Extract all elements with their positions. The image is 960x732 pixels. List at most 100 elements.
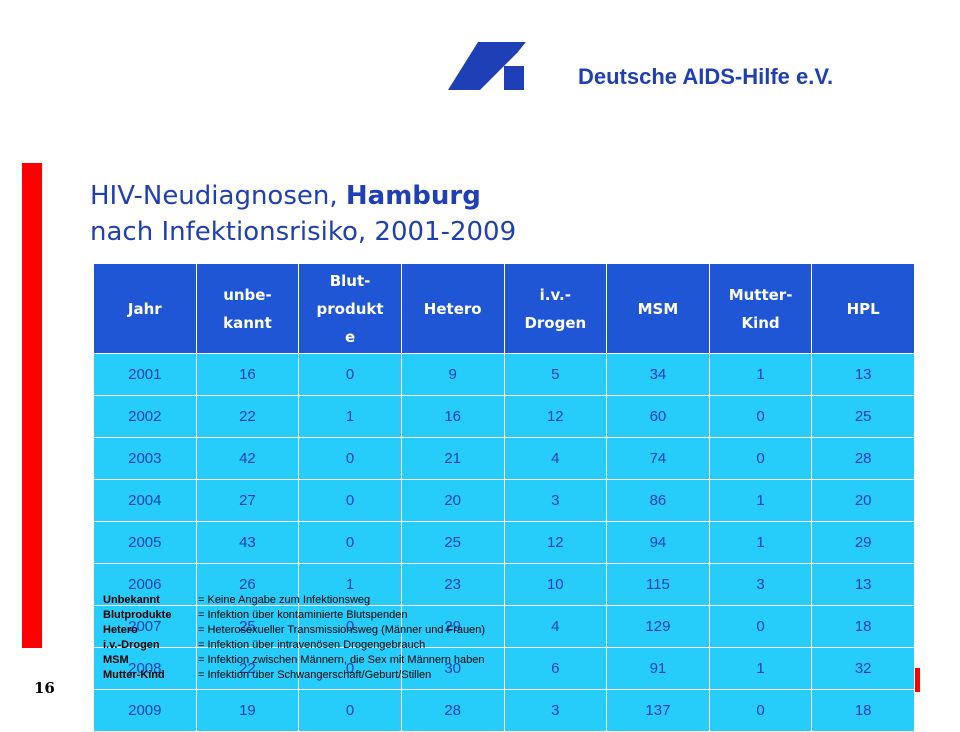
title-prefix: HIV-Neudiagnosen, — [90, 181, 346, 211]
column-header: MSM — [606, 263, 710, 354]
table-cell: 5 — [503, 353, 608, 396]
legend-definition: = Infektion über intravenösen Drogengebr… — [198, 639, 426, 651]
table-cell: 1 — [298, 395, 402, 438]
title-line-2: nach Infektionsrisiko, 2001-2009 — [90, 217, 517, 247]
table-cell: 4 — [503, 437, 608, 480]
legend-definition: = Infektion über Schwangerschaft/Geburt/… — [198, 669, 432, 681]
column-header: HPL — [811, 263, 915, 354]
table-cell: 25 — [811, 395, 915, 438]
table-row: 2001 16 0 9 5 34 1 13 — [93, 353, 915, 396]
table-cell: 0 — [298, 479, 402, 522]
table-cell: 2003 — [93, 437, 197, 480]
table-cell: 60 — [606, 395, 710, 438]
table-cell: 4 — [503, 605, 608, 648]
table-cell: 3 — [503, 479, 608, 522]
table-cell: 28 — [400, 689, 505, 732]
legend-term: Blutprodukte — [103, 609, 172, 621]
legend-term: Mutter-Kind — [103, 669, 165, 681]
table-cell: 32 — [811, 647, 915, 690]
legend-definition: = Infektion über kontaminierte Blutspend… — [198, 609, 408, 621]
table-cell: 16 — [400, 395, 505, 438]
organization-logo-icon — [448, 42, 526, 90]
table-cell: 21 — [400, 437, 505, 480]
table-header-row: Jahr unbe-kannt Blut-produkt e Hetero i.v.- Dr… — [93, 263, 915, 354]
left-accent-bar — [22, 163, 42, 648]
table-cell: 0 — [298, 353, 402, 396]
table-cell: 43 — [195, 521, 300, 564]
table-cell: 2005 — [93, 521, 197, 564]
table-cell: 1 — [708, 353, 813, 396]
table-cell: 13 — [811, 563, 915, 606]
table-cell: 2006 — [93, 563, 197, 606]
table-cell: 129 — [606, 605, 710, 648]
legend-definition: = Keine Angabe zum Infektionsweg — [198, 594, 371, 606]
table-cell: 22 — [195, 395, 300, 438]
legend-item: Unbekannt = Keine Angabe zum Infektionswe… — [103, 593, 485, 608]
legend-term: MSM — [103, 654, 129, 666]
table-cell: 0 — [708, 437, 813, 480]
right-accent-bar — [913, 668, 920, 692]
legend-term: Unbekannt — [103, 594, 160, 606]
table-cell: 2009 — [93, 689, 197, 732]
table-cell: 0 — [708, 395, 813, 438]
table-row: 2007 25 0 29 4 129 0 18 — [93, 605, 915, 648]
table-cell: 115 — [606, 563, 710, 606]
table-row: 2006 26 1 23 10 115 3 13 — [93, 563, 915, 606]
table-cell: 12 — [503, 521, 608, 564]
table-cell: 28 — [811, 437, 915, 480]
table-cell: 1 — [708, 479, 813, 522]
column-header: unbe-kannt — [195, 263, 300, 354]
table-cell: 0 — [708, 689, 813, 732]
table-cell: 86 — [606, 479, 710, 522]
table-row: 2008 22 0 30 6 91 1 32 — [93, 647, 915, 690]
table-cell: 2008 — [93, 647, 197, 690]
table-cell: 2002 — [93, 395, 197, 438]
column-header: Mutter- Kind — [708, 263, 813, 354]
table-row: 2009 19 0 28 3 137 0 18 — [93, 689, 915, 732]
table-cell: 42 — [195, 437, 300, 480]
table-cell: 0 — [298, 647, 402, 690]
legend-definition: = Heterosexueller Transmissionsweg (Männ… — [198, 624, 486, 636]
table-row: 2004 27 0 20 3 86 1 20 — [93, 479, 915, 522]
title-region: Hamburg — [345, 181, 481, 211]
table-cell: 18 — [811, 689, 915, 732]
table-cell: 91 — [606, 647, 710, 690]
table-cell: 0 — [298, 689, 402, 732]
table-cell: 1 — [298, 563, 402, 606]
table-cell: 9 — [400, 353, 505, 396]
table-cell: 25 — [400, 521, 505, 564]
table-cell: 34 — [606, 353, 710, 396]
legend-item: MSM = Infektion zwischen Männern, die Sex… — [103, 653, 485, 668]
table-cell: 20 — [400, 479, 505, 522]
hiv-diagnoses-table: Jahr unbe-kannt Blut-produkt e Hetero i.v.- Dr… — [93, 263, 915, 732]
table-cell: 20 — [811, 479, 915, 522]
table-cell: 3 — [708, 563, 813, 606]
organization-name: Deutsche AIDS-Hilfe e.V. — [578, 64, 834, 89]
table-row: 2003 42 0 21 4 74 0 28 — [93, 437, 915, 480]
title-line-1: HIV-Neudiagnosen, Hamburg — [90, 178, 910, 214]
column-header: i.v.- Drogen — [503, 263, 608, 354]
legend-item: Mutter-Kind = Infektion über Schwangersch… — [103, 668, 485, 683]
table-cell: 12 — [503, 395, 608, 438]
legend-item: Hetero = Heterosexueller Transmissionsweg… — [103, 623, 485, 638]
column-header: Jahr — [93, 263, 197, 354]
table-cell: 27 — [195, 479, 300, 522]
column-header: Blut-produkt e — [298, 263, 402, 354]
table-cell: 10 — [503, 563, 608, 606]
table-cell: 1 — [708, 647, 813, 690]
table-cell: 2001 — [93, 353, 197, 396]
page-number: 16 — [34, 679, 55, 697]
legend: Unbekannt = Keine Angabe zum Infektionswe… — [103, 593, 485, 683]
table-cell: 74 — [606, 437, 710, 480]
legend-term: Hetero — [103, 624, 138, 636]
table-cell: 18 — [811, 605, 915, 648]
table-cell: 3 — [503, 689, 608, 732]
table-cell: 137 — [606, 689, 710, 732]
legend-term: i.v.-Drogen — [103, 639, 160, 651]
table-row: 2005 43 0 25 12 94 1 29 — [93, 521, 915, 564]
table-cell: 29 — [811, 521, 915, 564]
legend-item: Blutprodukte = Infektion über kontaminier… — [103, 608, 485, 623]
table-cell: 2004 — [93, 479, 197, 522]
table-cell: 16 — [195, 353, 300, 396]
table-cell: 0 — [298, 521, 402, 564]
